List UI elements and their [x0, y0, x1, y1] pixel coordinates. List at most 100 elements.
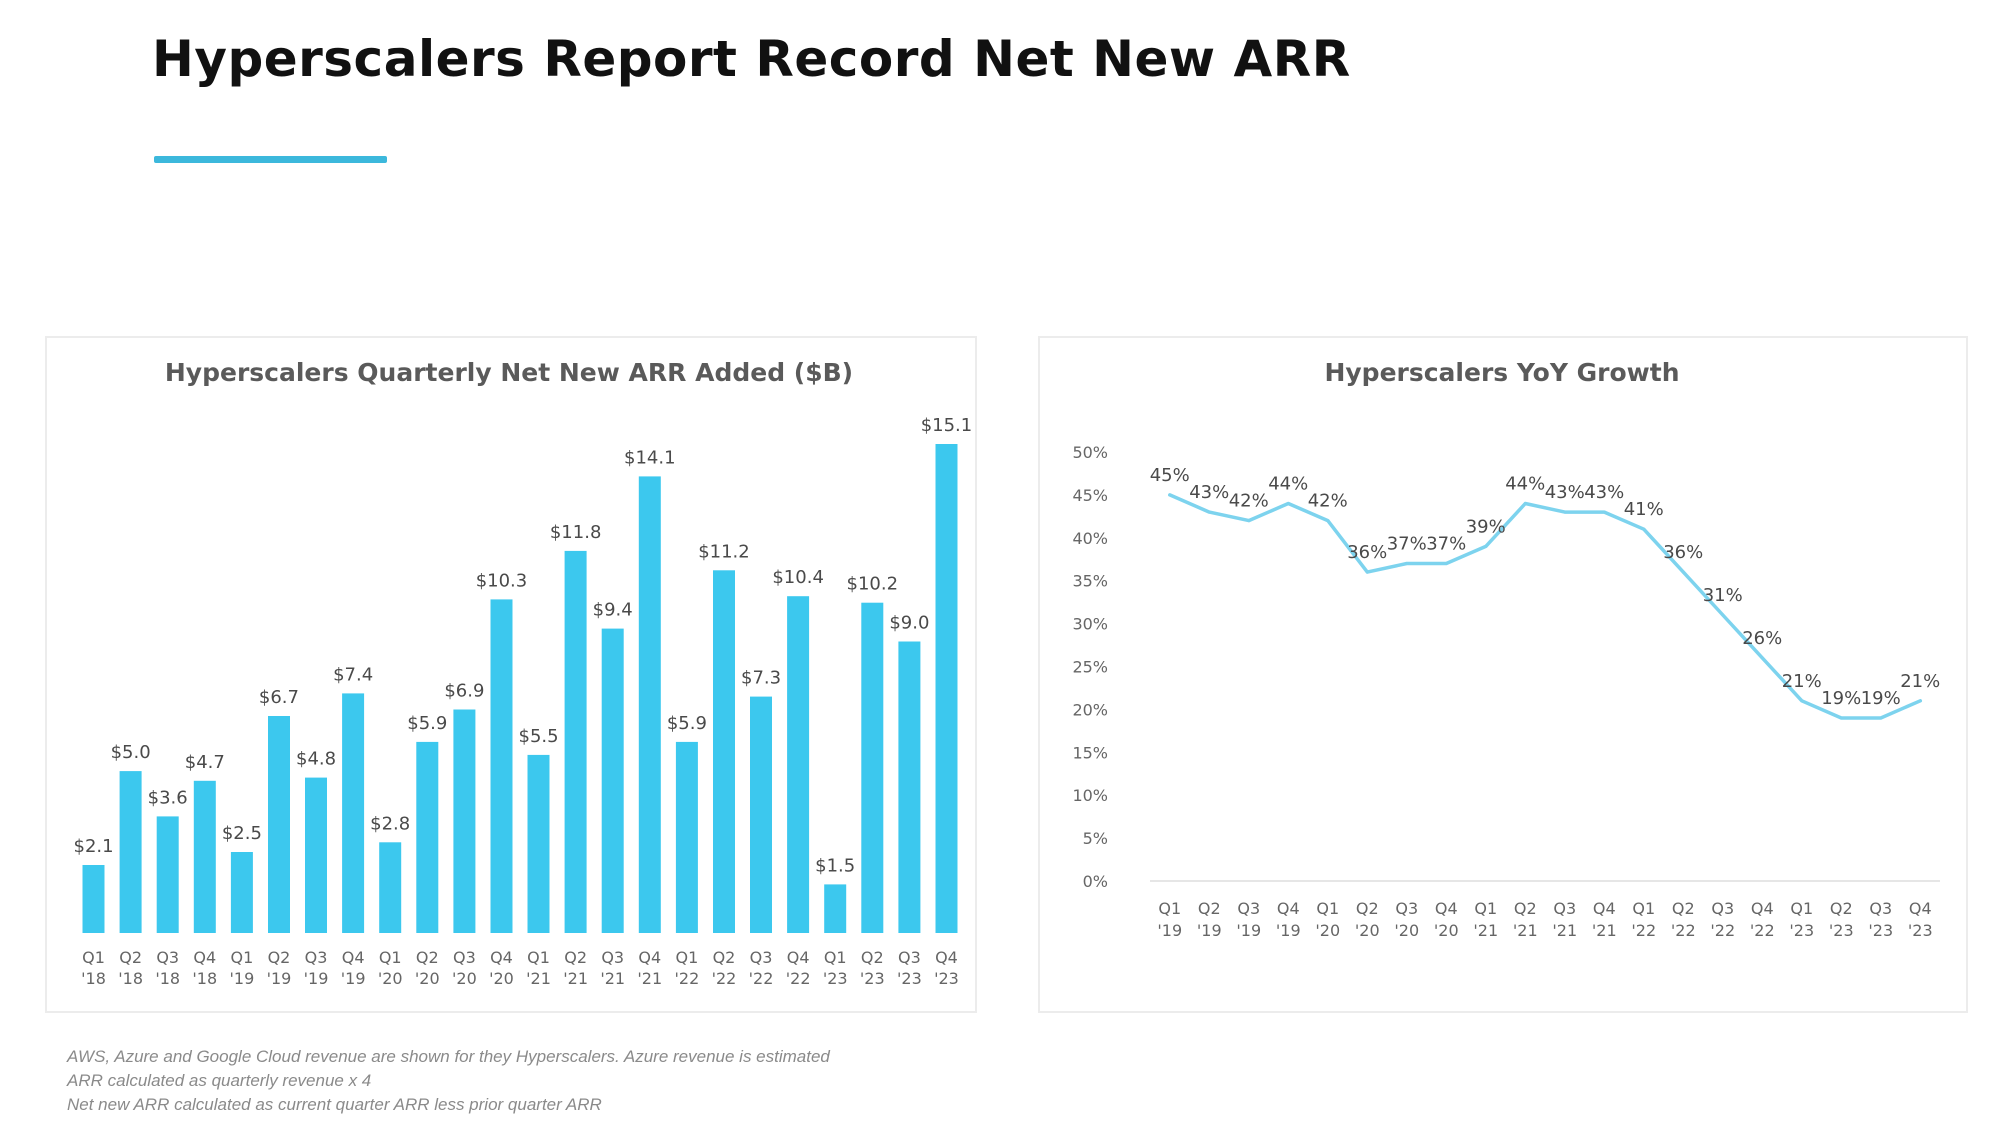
bar	[898, 641, 921, 933]
bar-data-label: $9.4	[593, 600, 633, 621]
x-tick-label-year: '19	[304, 969, 329, 988]
bar-data-label: $5.5	[519, 726, 559, 747]
x-tick-label-year: '23	[1829, 921, 1854, 940]
bar	[193, 780, 216, 933]
x-tick-label-year: '23	[1868, 921, 1893, 940]
line-data-label: 43%	[1545, 482, 1585, 503]
x-tick-label-quarter: Q2	[268, 948, 291, 967]
bar	[230, 852, 253, 933]
x-tick-label-year: '20	[415, 969, 440, 988]
bar-chart-title: Hyperscalers Quarterly Net New ARR Added…	[165, 358, 853, 387]
line-data-label: 45%	[1150, 465, 1190, 486]
line-data-label: 44%	[1505, 473, 1545, 494]
line-point	[1365, 570, 1369, 574]
bar-data-label: $2.1	[74, 836, 114, 857]
bar-data-label: $2.5	[222, 823, 262, 844]
line-point	[1247, 519, 1251, 523]
x-tick-label-quarter: Q1	[230, 948, 253, 967]
line-point	[1444, 562, 1448, 565]
x-tick-label-year: '19	[341, 969, 366, 988]
x-tick-label-year: '22	[1750, 921, 1775, 940]
x-tick-label-year: '18	[118, 969, 143, 988]
x-tick-label-year: '23	[823, 969, 848, 988]
y-tick-label: 35%	[1072, 572, 1108, 591]
line-data-label: 19%	[1861, 688, 1901, 709]
bar	[416, 741, 439, 933]
bar	[675, 741, 698, 933]
line-data-label: 41%	[1624, 499, 1664, 520]
line-point	[1405, 562, 1409, 565]
line-data-label: 21%	[1900, 671, 1940, 692]
y-tick-label: 30%	[1072, 615, 1108, 634]
x-tick-label-year: '20	[1434, 921, 1459, 940]
x-tick-label-year: '21	[1592, 921, 1617, 940]
bar	[490, 599, 513, 933]
bar-data-label: $5.0	[111, 742, 151, 763]
y-tick-label: 10%	[1072, 786, 1108, 805]
bar-data-label: $10.4	[772, 567, 824, 588]
line-point	[1681, 570, 1685, 574]
bar-data-label: $15.1	[921, 415, 973, 436]
bar-data-label: $7.4	[333, 664, 373, 685]
bar	[787, 596, 810, 933]
bar	[379, 842, 402, 933]
bar-chart-plot: $2.1 Q1 '18 $5.0 Q2 '18 $3.6 Q3 '18 $4.7 Q4 '18 $2.5…	[74, 415, 973, 988]
line-data-label: 36%	[1663, 542, 1703, 563]
line-data-label: 39%	[1466, 516, 1506, 537]
x-tick-label-year: '18	[81, 969, 106, 988]
line-point	[1918, 699, 1922, 703]
x-tick-label-year: '19	[1276, 921, 1301, 940]
x-tick-label-quarter: Q1	[1632, 899, 1655, 918]
x-tick-label-year: '23	[860, 969, 885, 988]
x-tick-label-year: '21	[1473, 921, 1498, 940]
bar	[119, 771, 142, 933]
x-tick-label-year: '19	[1157, 921, 1182, 940]
line-data-label: 37%	[1426, 534, 1466, 555]
x-tick-label-year: '21	[637, 969, 662, 988]
x-tick-label-quarter: Q3	[601, 948, 624, 967]
line-point	[1602, 510, 1606, 514]
x-tick-label-quarter: Q2	[713, 948, 736, 967]
line-data-label: 44%	[1268, 473, 1308, 494]
x-tick-label-quarter: Q2	[1672, 899, 1695, 918]
bar-data-label: $10.2	[847, 574, 899, 595]
x-tick-label-quarter: Q3	[1553, 899, 1576, 918]
x-tick-label-quarter: Q1	[1316, 899, 1339, 918]
x-tick-label-quarter: Q1	[675, 948, 698, 967]
line-data-label: 43%	[1189, 482, 1229, 503]
bar	[935, 444, 958, 933]
yoy-growth-line-chart: Hyperscalers YoY Growth 0% 5% 10% 15% 20% 25%…	[1072, 358, 1940, 940]
y-tick-label: 15%	[1072, 743, 1108, 762]
footnotes: AWS, Azure and Google Cloud revenue are …	[67, 1045, 830, 1117]
bar-data-label: $14.1	[624, 447, 676, 468]
bar-data-label: $6.9	[444, 681, 484, 702]
line-data-label: 43%	[1584, 482, 1624, 503]
x-tick-label-year: '22	[674, 969, 699, 988]
x-tick-label-year: '22	[786, 969, 811, 988]
x-tick-label-quarter: Q2	[1356, 899, 1379, 918]
bar	[861, 602, 884, 933]
x-tick-label-year: '21	[526, 969, 551, 988]
y-tick-label: 45%	[1072, 486, 1108, 505]
y-tick-label: 5%	[1083, 829, 1108, 848]
x-tick-label-quarter: Q3	[1711, 899, 1734, 918]
x-tick-label-quarter: Q3	[156, 948, 179, 967]
x-tick-label-year: '21	[600, 969, 625, 988]
bar	[268, 716, 290, 933]
title-accent-rule	[154, 156, 387, 163]
x-tick-label-quarter: Q3	[750, 948, 773, 967]
x-tick-label-quarter: Q1	[824, 948, 847, 967]
x-tick-label-year: '22	[1631, 921, 1656, 940]
bar-data-label: $4.8	[296, 749, 336, 770]
bar	[342, 693, 365, 933]
line-data-label: 26%	[1742, 628, 1782, 649]
bar-data-label: $11.2	[698, 541, 750, 562]
line-data-label: 31%	[1703, 585, 1743, 606]
line-point	[1839, 716, 1843, 720]
line-point	[1721, 613, 1725, 617]
yoy-growth-chart-panel: Hyperscalers YoY Growth 0% 5% 10% 15% 20% 25%…	[1038, 336, 1968, 1013]
x-tick-label-year: '19	[229, 969, 254, 988]
bar	[82, 865, 105, 933]
x-tick-label-year: '19	[1236, 921, 1261, 940]
line-point	[1207, 510, 1211, 514]
